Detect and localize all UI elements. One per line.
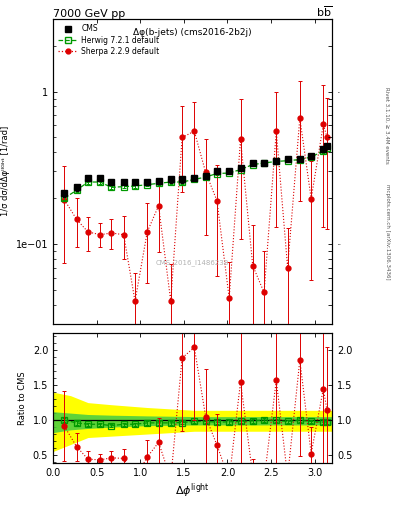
X-axis label: $\Delta\phi^{\rm light}$: $\Delta\phi^{\rm light}$ xyxy=(175,481,210,500)
Text: 7000 GeV pp: 7000 GeV pp xyxy=(53,9,125,19)
Text: CMS_2016_I1486238: CMS_2016_I1486238 xyxy=(156,259,229,266)
Y-axis label: 1/σ dσ/dΔφˡᴵᴳʰᵗ [1/rad]: 1/σ dσ/dΔφˡᴵᴳʰᵗ [1/rad] xyxy=(1,126,10,217)
Y-axis label: Ratio to CMS: Ratio to CMS xyxy=(18,371,27,425)
Text: mcplots.cern.ch [arXiv:1306.3436]: mcplots.cern.ch [arXiv:1306.3436] xyxy=(385,184,389,280)
Text: Rivet 3.1.10, ≥ 3.4M events: Rivet 3.1.10, ≥ 3.4M events xyxy=(385,87,389,164)
Legend: CMS, Herwig 7.2.1 default, Sherpa 2.2.9 default: CMS, Herwig 7.2.1 default, Sherpa 2.2.9 … xyxy=(57,23,161,57)
Text: b$\overline{\rm b}$: b$\overline{\rm b}$ xyxy=(316,5,332,19)
Text: Δφ(b-jets) (cms2016-2b2j): Δφ(b-jets) (cms2016-2b2j) xyxy=(133,28,252,37)
